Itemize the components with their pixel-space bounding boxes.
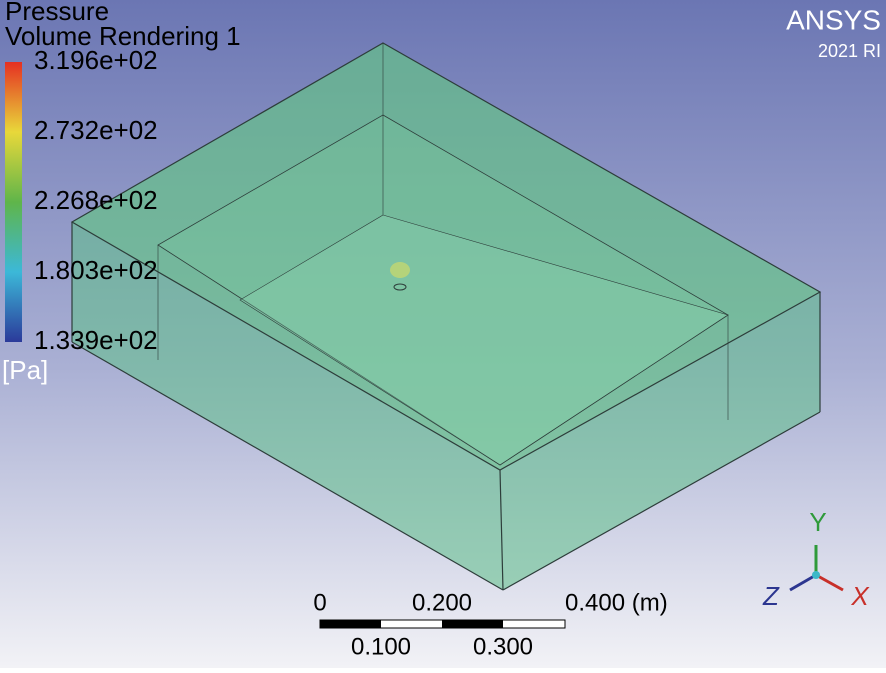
scale-label: 0.100 xyxy=(351,633,411,660)
legend-label: 2.732e+02 xyxy=(34,115,158,145)
axis-triad xyxy=(789,545,844,592)
brand-version: 2021 RI xyxy=(818,41,881,61)
legend-label: 2.268e+02 xyxy=(34,185,158,215)
scale-label: 0.300 xyxy=(473,633,533,660)
scale-label: 0 xyxy=(313,589,326,616)
legend-subtitle: Volume Rendering 1 xyxy=(5,21,241,51)
legend-title: Pressure xyxy=(5,0,109,26)
legend-label: 1.339e+02 xyxy=(34,325,158,355)
legend-label: 1.803e+02 xyxy=(34,255,158,285)
domain-box xyxy=(70,42,822,591)
axis-x-label: X xyxy=(850,581,870,611)
axis-y-label: Y xyxy=(809,507,826,537)
scale-label: 0.200 xyxy=(412,589,472,616)
legend-label: 3.196e+02 xyxy=(34,45,158,75)
legend-unit: [Pa] xyxy=(2,355,48,385)
scale-label: 0.400 (m) xyxy=(565,589,668,616)
scale-bar xyxy=(319,619,566,629)
brand-name: ANSYS xyxy=(786,4,881,35)
color-bar xyxy=(5,62,22,342)
axis-z-label: Z xyxy=(762,581,780,611)
